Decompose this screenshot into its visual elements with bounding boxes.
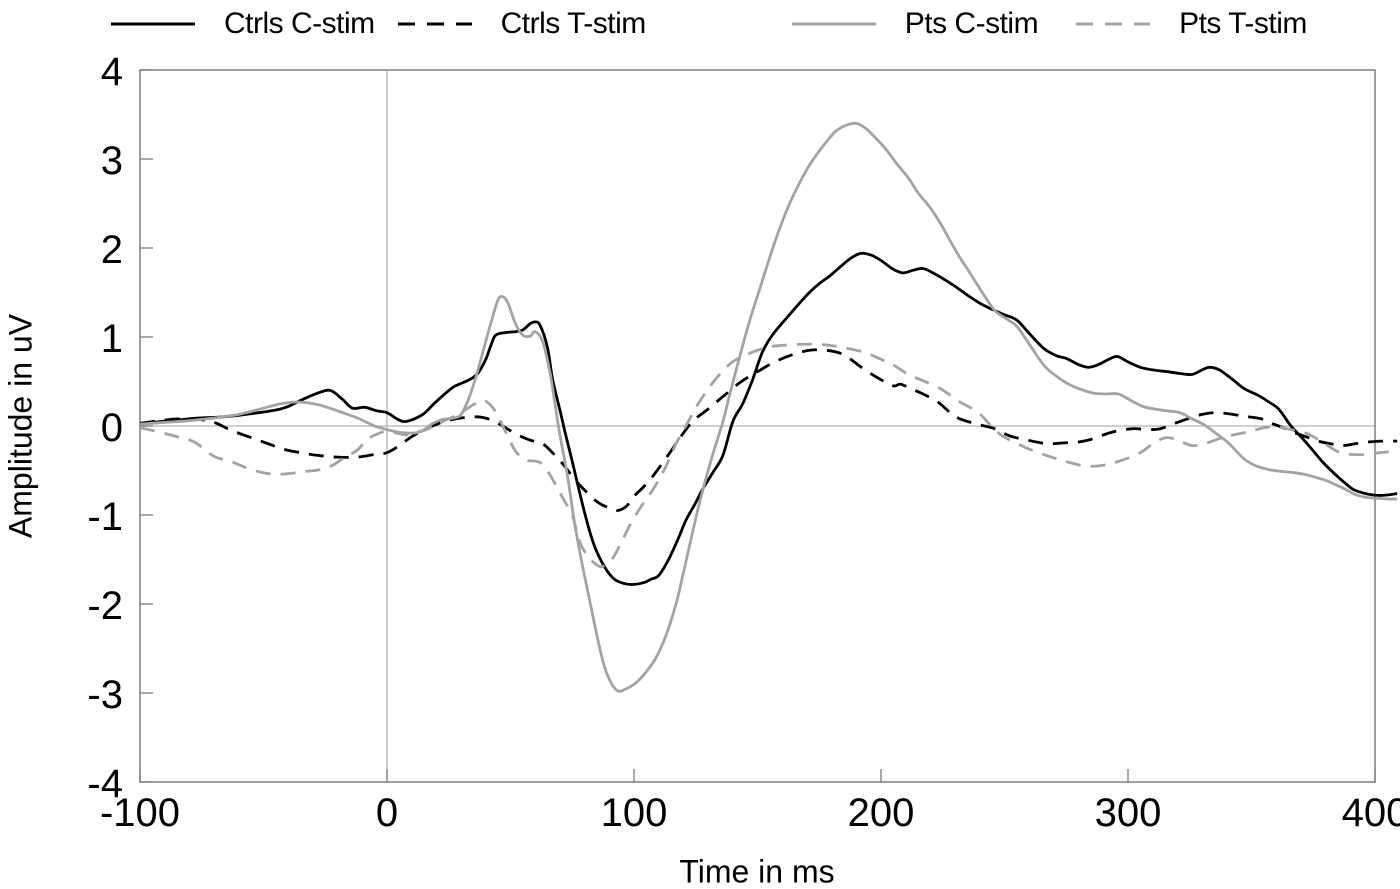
y-tick-label: 2	[101, 228, 123, 272]
legend-line-dashed-black	[397, 22, 472, 26]
x-tick-label: 0	[376, 791, 398, 835]
legend-label-ctrls-t-stim: Ctrls T-stim	[500, 7, 647, 40]
legend-label-pts-c-stim: Pts C-stim	[904, 7, 1039, 40]
y-tick-label: -2	[87, 584, 123, 628]
legend-item-pts-t-stim: Pts T-stim	[1075, 2, 1307, 46]
x-tick-label: 200	[848, 791, 915, 835]
series-line-ctrls-t-stim	[139, 348, 1398, 512]
y-tick-label: 0	[101, 406, 123, 450]
legend-label-ctrls-c-stim: Ctrls C-stim	[224, 7, 375, 40]
legend-line-solid-black	[111, 22, 195, 26]
legend-label-pts-t-stim: Pts T-stim	[1179, 7, 1307, 40]
legend-item-ctrls-t-stim: Ctrls T-stim	[397, 2, 646, 46]
y-tick-label: -1	[87, 495, 123, 539]
y-tick-label: -4	[87, 762, 123, 806]
legend-item-ctrls-c-stim: Ctrls C-stim	[110, 2, 375, 46]
series-line-ctrls-c-stim	[139, 251, 1398, 586]
y-tick-label: 4	[101, 50, 123, 94]
y-tick-label: 1	[101, 317, 123, 361]
legend: Ctrls C-stim Ctrls T-stim Pts C-stim Pts…	[110, 2, 1307, 46]
x-tick-label: -100	[100, 791, 180, 835]
legend-item-pts-c-stim: Pts C-stim	[791, 2, 1039, 46]
x-axis-title: Time in ms	[679, 853, 835, 889]
series-line-pts-t-stim	[139, 342, 1398, 569]
y-tick-label: -3	[87, 673, 123, 717]
y-axis-title: Amplitude in uV	[2, 313, 39, 539]
x-tick-label: 100	[601, 791, 668, 835]
x-tick-label: 400	[1342, 791, 1400, 835]
y-tick-label: 3	[101, 139, 123, 183]
legend-line-solid-gray	[791, 22, 876, 26]
x-tick-label: 300	[1095, 791, 1162, 835]
legend-line-dashed-gray	[1076, 22, 1151, 26]
series-line-pts-c-stim	[139, 121, 1398, 693]
